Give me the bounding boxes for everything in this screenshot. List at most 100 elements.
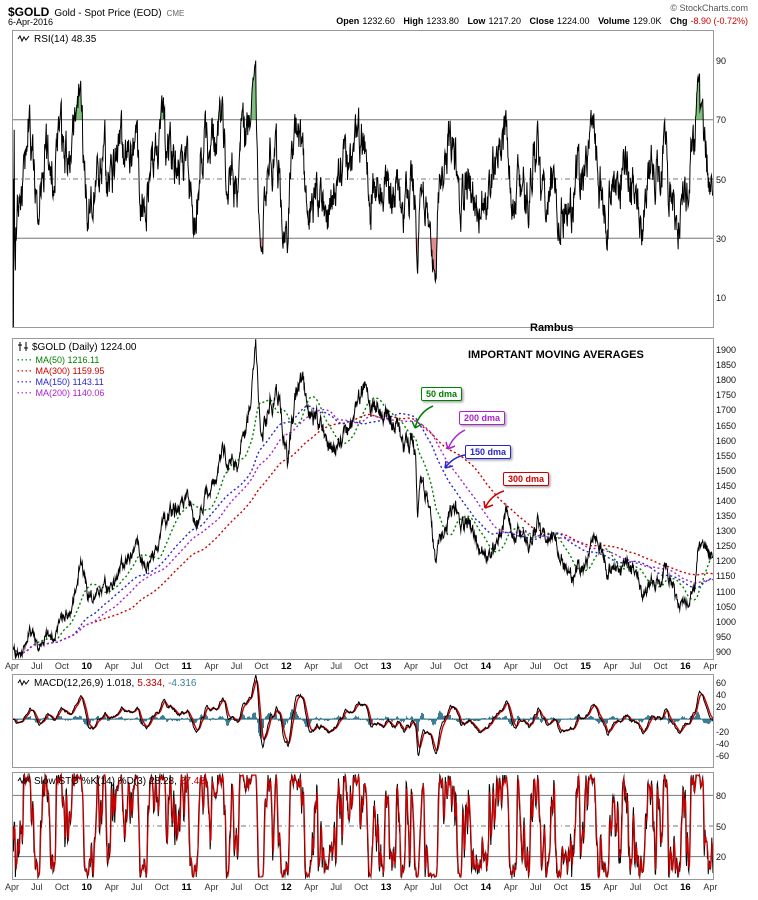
open-value: 1232.60 [362, 16, 395, 26]
y-tick-label: -40 [716, 739, 730, 750]
price-legend-main: $GOLD (Daily) 1224.00 [32, 342, 137, 353]
annotation-headline: IMPORTANT MOVING AVERAGES [468, 349, 644, 361]
x-tick-label: Jul [230, 882, 243, 892]
x-tick-label: 16 [680, 882, 691, 893]
y-tick-label: 50 [716, 174, 727, 185]
callout-arrow-200dma-icon [445, 429, 466, 450]
x-tick-label: Jul [430, 882, 442, 892]
x-tick-label: Jul [230, 661, 243, 671]
dotted-line-icon: ···· [17, 366, 33, 376]
y-tick-label: 1400 [716, 496, 737, 506]
high-value: 1233.80 [426, 16, 459, 26]
ma200-legend: ···· MA(200) 1140.06 [17, 388, 137, 399]
x-tick-label: 10 [81, 882, 93, 893]
x-tick-label: Jul [529, 661, 542, 671]
x-tick-label: Oct [553, 882, 568, 892]
x-tick-label: Oct [354, 661, 369, 671]
callout-300dma: 300 dma [503, 472, 550, 486]
callout-150dma: 150 dma [465, 445, 512, 459]
x-tick-label: Jul [629, 882, 642, 892]
y-tick-label: 1350 [716, 511, 737, 522]
x-tick-label: Apr [603, 661, 618, 671]
x-tick-label: Jul [330, 882, 342, 892]
y-tick-label: 20 [716, 852, 727, 863]
stochastic-panel-label: Slow STO %K(14) %D(3) 28.28, 27.48 [17, 776, 208, 788]
rambus-watermark: Rambus [530, 322, 574, 334]
price-panel: $GOLD (Daily) 1224.00 ···· MA(50) 1216.1… [12, 338, 714, 660]
x-tick-label: Apr [4, 661, 19, 671]
x-tick-label: Jul [31, 661, 43, 671]
copyright: © StockCharts.com [670, 3, 748, 13]
rsi-panel-label: RSI(14) 48.35 [17, 34, 99, 46]
dotted-line-icon: ···· [17, 388, 33, 398]
x-tick-label: Jul [430, 661, 442, 671]
macd-plot [13, 675, 713, 767]
x-tick-label: Apr [404, 661, 419, 671]
indicator-squiggle-icon [17, 776, 30, 788]
rsi-label-text: RSI(14) 48.35 [34, 34, 97, 45]
x-tick-label: Jul [130, 882, 143, 892]
x-tick-label: Apr [703, 661, 718, 671]
symbol: $GOLD [8, 5, 50, 19]
chart-type-icon [17, 342, 29, 354]
y-tick-label: 1150 [716, 571, 736, 582]
ma300-legend: ···· MA(300) 1159.95 [17, 366, 137, 377]
dotted-line-icon: ···· [17, 377, 33, 387]
volume-value: 129.0K [632, 16, 662, 26]
x-tick-label: Apr [204, 661, 219, 671]
x-tick-label: Jul [629, 661, 642, 671]
x-tick-label: Apr [703, 882, 718, 892]
x-tick-label: 13 [380, 661, 392, 672]
x-tick-label: 12 [281, 661, 292, 672]
y-tick-label: 80 [716, 790, 727, 801]
sto-d-value: 27.48 [179, 776, 205, 787]
macd-line-value: 1.018, [106, 678, 135, 689]
x-tick-label: Oct [553, 661, 568, 671]
callout-50dma: 50 dma [421, 387, 463, 401]
macd-panel-label: MACD(12,26,9) 1.018, 5.334, -4.316 [17, 678, 199, 690]
sto-k-value: 28.28, [149, 776, 177, 787]
x-tick-label: Jul [529, 882, 542, 892]
y-tick-label: 90 [716, 56, 727, 67]
date-label: 6-Apr-2016 [8, 17, 54, 27]
ma150-legend: ···· MA(150) 1143.11 [17, 377, 137, 388]
low-value: 1217.20 [488, 16, 521, 26]
x-tick-label: Oct [154, 661, 169, 671]
volume-label: Volume [598, 16, 630, 26]
macd-label-name: MACD(12,26,9) [34, 678, 104, 689]
low-label: Low [467, 16, 486, 26]
x-tick-label: Apr [104, 882, 119, 892]
stochastic-plot [13, 773, 713, 879]
y-tick-label: -20 [716, 726, 730, 737]
x-tick-label: Apr [204, 882, 219, 892]
high-label: High [403, 16, 424, 26]
macd-signal-value: 5.334, [137, 678, 166, 689]
x-tick-label: Apr [503, 661, 518, 671]
y-tick-label: 20 [716, 702, 727, 713]
close-value: 1224.00 [557, 16, 590, 26]
close-label: Close [529, 16, 555, 26]
ma50-legend-text: MA(50) 1216.11 [35, 355, 100, 365]
callout-arrow-50dma-icon [411, 405, 434, 429]
x-tick-label: Oct [653, 661, 668, 671]
rsi-panel: RSI(14) 48.35 [12, 30, 714, 328]
x-tick-label: 14 [480, 882, 492, 893]
y-tick-label: 1750 [716, 390, 737, 401]
y-tick-label: 1250 [716, 541, 737, 552]
y-tick-label: 60 [716, 677, 727, 688]
price-legend-main-row: $GOLD (Daily) 1224.00 [17, 341, 137, 355]
x-tick-label: Apr [104, 661, 119, 671]
exchange-label: CME [166, 9, 185, 18]
y-tick-label: 10 [716, 292, 727, 303]
y-tick-label: 1800 [716, 375, 737, 386]
callout-arrow-300dma-icon [483, 490, 505, 509]
x-tick-label: Jul [31, 882, 43, 892]
price-legend: $GOLD (Daily) 1224.00 ···· MA(50) 1216.1… [17, 341, 137, 399]
quote-bar: Open 1232.60 High 1233.80 Low 1217.20 Close… [330, 16, 748, 26]
price-plot [13, 339, 713, 659]
y-tick-label: 1000 [716, 616, 737, 627]
y-tick-label: 40 [716, 690, 727, 701]
x-tick-label: 11 [181, 661, 192, 672]
y-tick-label: 1100 [716, 586, 736, 597]
y-tick-label: 1850 [716, 360, 737, 371]
